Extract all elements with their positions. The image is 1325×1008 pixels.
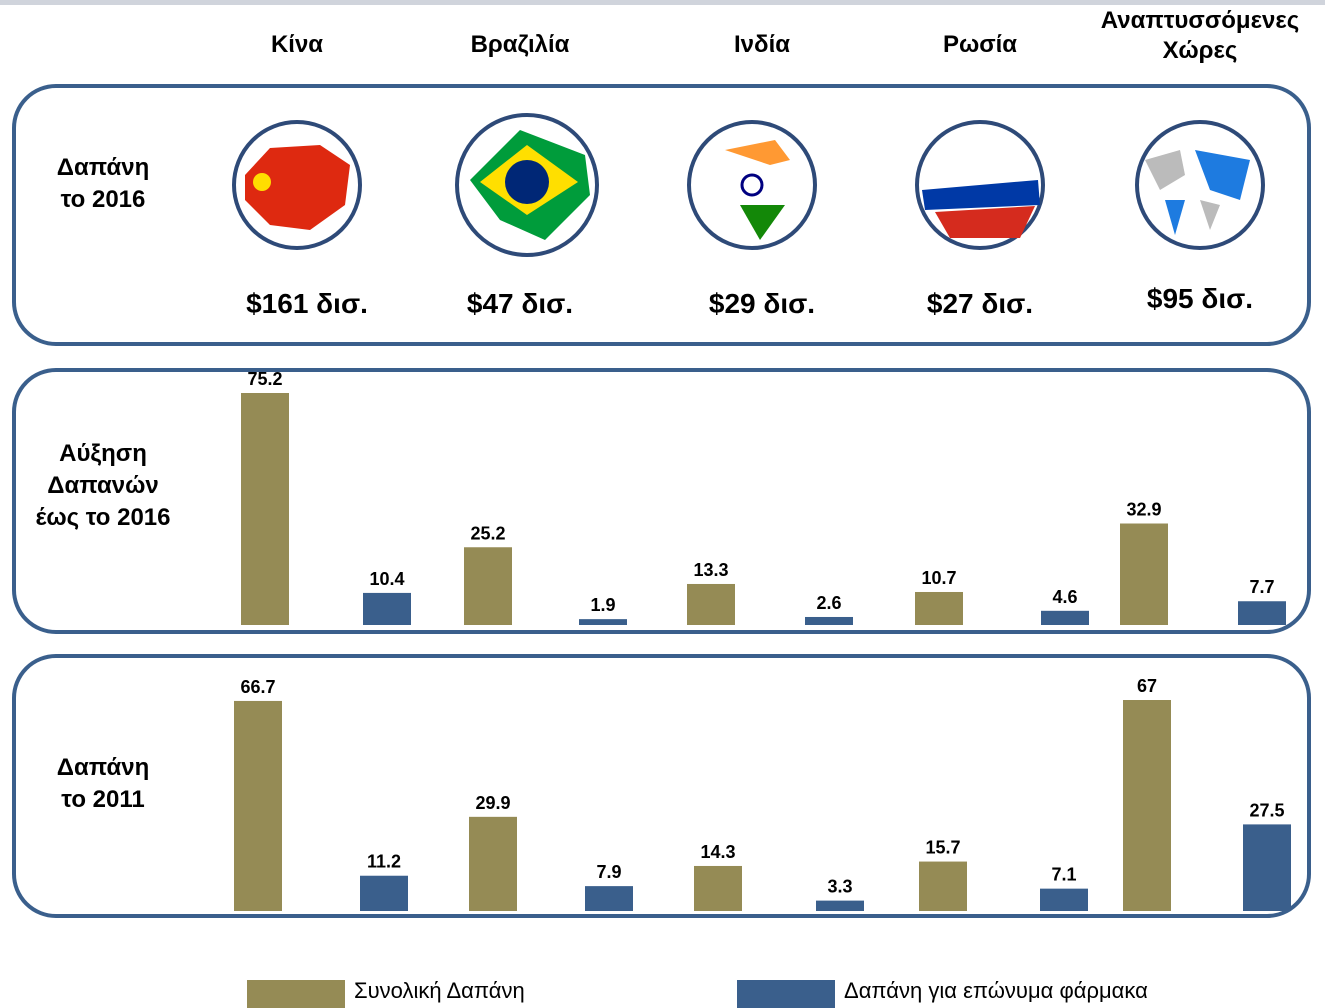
flag-brazil [455,113,599,257]
bar [1123,700,1171,911]
value-label: 27.5 [1249,800,1284,820]
column-header: Ινδία [734,31,790,58]
bar [579,619,627,625]
panel [12,368,1311,634]
row-label: Δαπάνη το 2016 [56,154,150,213]
spending-value: $27 δισ. [926,288,1034,319]
bar [1120,523,1168,625]
panel [12,654,1311,918]
panel [12,84,1311,346]
flag-russia [915,120,1045,250]
value-label: 29.9 [475,793,510,813]
legend-swatch [737,980,835,1008]
value-label: 4.6 [1052,587,1077,607]
bar [805,616,853,625]
value-label: 15.7 [925,838,960,858]
legend-label: Δαπάνη για επώνυμα φάρμακα [844,978,1148,1003]
flag-china [232,120,362,250]
bar [816,900,864,911]
column-header: Ρωσία [942,31,1018,58]
value-label: 32.9 [1126,500,1161,520]
bar [1041,610,1089,625]
value-label: 75.2 [247,369,282,389]
column-header: Κίνα [270,31,324,58]
bar [915,591,963,625]
bar [464,547,512,625]
value-label: 7.9 [596,862,621,882]
value-label: 1.9 [590,595,615,615]
value-label: 10.7 [921,568,956,588]
value-label: 67 [1137,676,1157,696]
row-label: Δαπάνη το 2011 [56,754,150,813]
value-label: 25.2 [470,523,505,543]
bar [694,865,742,911]
value-label: 10.4 [369,569,404,589]
value-label: 11.2 [367,852,401,872]
value-label: 7.7 [1249,577,1274,597]
bar [687,583,735,625]
spending-value: $29 δισ. [708,288,816,319]
legend-swatch [247,980,345,1008]
legend-label: Συνολική Δαπάνη [354,978,525,1003]
bar [1243,824,1291,911]
value-label: 13.3 [693,560,728,580]
bar [1040,888,1088,911]
column-header: Βραζιλία [470,31,570,58]
value-label: 66.7 [240,677,275,697]
top-strip [0,0,1325,5]
spending-value: $47 δισ. [466,288,574,319]
value-label: 3.3 [827,877,852,897]
spending-value: $161 δισ. [246,288,368,319]
bar [469,816,517,911]
value-label: 7.1 [1051,865,1076,885]
bar [1238,601,1286,625]
bar [241,393,289,625]
bar [234,700,282,911]
bar [919,861,967,911]
bar [360,875,408,911]
flag-world [1135,120,1265,250]
value-label: 2.6 [816,593,841,613]
column-header: Αναπτυσσόμενες Χώρες [1100,7,1300,64]
bar [363,592,411,625]
value-label: 14.3 [700,842,735,862]
row-label: Αύξηση Δαπανών έως το 2016 [35,440,171,531]
bar [585,886,633,911]
flag-india [687,120,817,250]
spending-value: $95 δισ. [1146,283,1254,314]
